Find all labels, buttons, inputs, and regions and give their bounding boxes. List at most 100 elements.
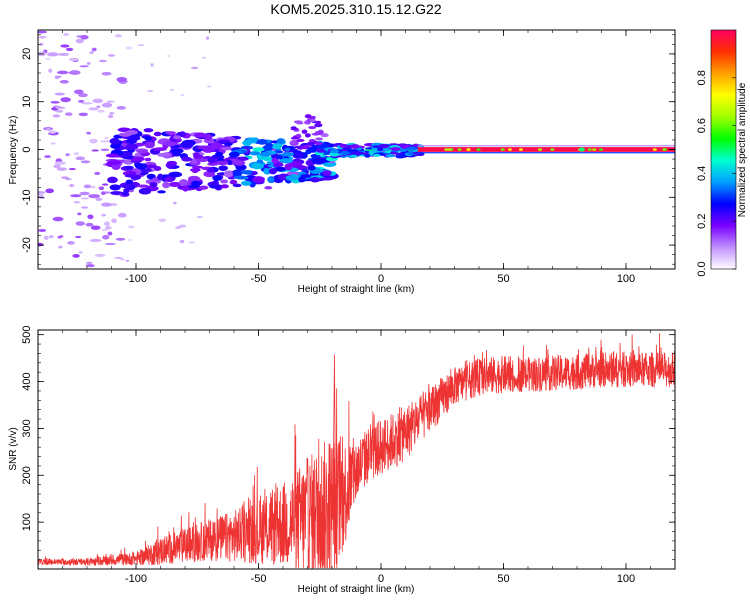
heatmap-cell [168,171,183,178]
heatmap-cell [267,176,276,184]
heatmap-cell [256,139,268,145]
heatmap-cell [131,156,145,162]
heatmap-cell [289,140,297,145]
heatmap-cell [54,161,67,165]
snr-series-line [38,332,675,569]
heatmap-cell [395,154,406,159]
heatmap-cell [104,221,110,227]
heatmap-cell [94,253,106,257]
heatmap-cell [550,148,555,151]
heatmap-cell [315,120,321,124]
heatmap-cell [417,145,675,147]
heatmap-cell [79,191,90,196]
heatmap-cell [417,152,675,154]
spectrogram-y-label: Frequency (Hz) [8,116,19,185]
heatmap-cell [38,191,46,194]
heatmap-cell [92,98,104,104]
heatmap-cell [80,35,89,40]
heatmap-cell [95,197,103,201]
heatmap-cell [57,106,66,109]
snr-x-tick-label: 0 [378,573,384,585]
heatmap-cell [45,57,51,61]
heatmap-cell [207,85,212,88]
spectrogram-x-ticks: -100 -50 0 50 100 [37,30,676,285]
colorbar-ticks: 0.0 0.2 0.4 0.6 0.8 [696,70,736,277]
heatmap-cell [229,179,238,185]
heatmap-cell [652,148,657,151]
colorbar-label: Normalized spectral amplitude [737,82,748,217]
heatmap-cell [78,251,83,254]
heatmap-cell [320,133,329,138]
heatmap-cell [172,135,182,140]
heatmap-cell [106,100,115,103]
heatmap-cell [86,131,91,135]
heatmap-cell [75,221,85,226]
heatmap-cell [417,147,675,152]
heatmap-cell [83,184,92,189]
heatmap-cell [138,187,152,195]
heatmap-cell [315,137,324,141]
heatmap-cell [118,79,126,83]
snr-y-tick-label: 500 [21,326,33,344]
heatmap-cell [290,126,297,130]
heatmap-cell [50,101,60,104]
colorbar-tick-label: 0.0 [696,261,708,276]
heatmap-cell [368,150,376,154]
heatmap-cell [592,148,597,151]
heatmap-cell [276,155,283,160]
heatmap-cell [90,225,101,230]
colorbar-tick-label: 0.4 [696,166,708,181]
heatmap-cell [121,183,134,189]
heatmap-cell [144,136,152,141]
snr-y-tick-label: 200 [21,466,33,484]
heatmap-cell [263,167,272,175]
snr-y-tick-label: 100 [21,513,33,531]
heatmap-cell [85,264,95,268]
heatmap-cell [98,59,107,63]
heatmap-cell [291,136,299,140]
heatmap-cell [59,235,64,238]
heatmap-cell [165,177,173,182]
heatmap-cell [45,188,55,194]
heatmap-cell [377,147,384,151]
heatmap-cell [249,151,261,156]
heatmap-cell [75,235,82,239]
heatmap-cell [48,130,57,134]
heatmap-cell [306,141,316,146]
snr-panel: -100 -50 0 50 100 100 200 300 400 500 Height of … [8,326,676,595]
heatmap-cell [190,66,199,70]
heatmap-cell [80,206,89,209]
heatmap-cell [295,133,302,138]
heatmap-cell [46,52,59,57]
heatmap-cell [86,62,91,65]
heatmap-cell [284,163,293,171]
heatmap-cell [52,216,64,222]
heatmap-cell [372,145,380,148]
heatmap-cell [500,148,505,151]
heatmap-cell [153,147,167,152]
heatmap-cell [55,109,64,113]
heatmap-cell [96,105,101,108]
heatmap-cell [217,139,231,143]
heatmap-cell [57,52,70,56]
heatmap-cell [168,181,182,187]
heatmap-cell [56,70,69,75]
heatmap-cell [125,179,134,185]
snr-x-ticks: -100 -50 0 50 100 [37,330,676,585]
spectrogram-y-tick-label: -10 [21,189,33,205]
heatmap-cell [298,176,306,183]
heatmap-cell [189,168,201,172]
heatmap-cell [81,102,93,105]
heatmap-cell [98,186,105,191]
colorbar: 0.0 0.2 0.4 0.6 0.8 Normalized spectral ampl… [696,29,748,277]
heatmap-cell [44,155,52,158]
heatmap-cell [125,143,139,151]
heatmap-cell [175,226,181,229]
heatmap-cell [271,157,279,164]
heatmap-cell [578,147,585,152]
heatmap-cell [80,160,91,164]
heatmap-cell [223,170,234,178]
heatmap-cells [38,30,675,268]
heatmap-cell [75,38,84,44]
colorbar-tick-label: 0.6 [696,118,708,133]
